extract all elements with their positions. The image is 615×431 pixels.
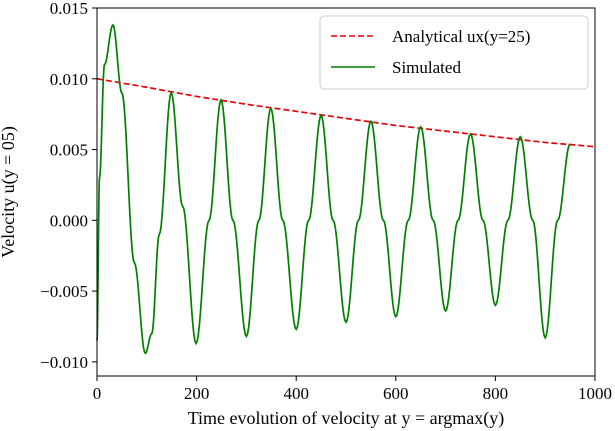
x-tick-label: 0 bbox=[93, 384, 102, 403]
legend-box bbox=[319, 15, 589, 90]
series-analytical-line bbox=[96, 77, 596, 148]
x-axis-label: Time evolution of velocity at y = argmax… bbox=[188, 408, 505, 429]
y-tick-label: 0.015 bbox=[50, 0, 88, 18]
axes-frame bbox=[96, 7, 596, 377]
y-tick-label: −0.005 bbox=[40, 282, 88, 301]
y-tick-label: −0.010 bbox=[40, 353, 88, 372]
legend-analytical-label: Analytical ux(y=25) bbox=[392, 27, 530, 46]
y-tick-label: 0.005 bbox=[50, 141, 88, 160]
x-tick-label: 600 bbox=[383, 384, 409, 403]
plot-area bbox=[96, 23, 596, 355]
legend: Analytical ux(y=25) Simulated bbox=[319, 15, 589, 90]
y-axis-label: Velocity u(y = 05) bbox=[0, 126, 19, 258]
x-tick-label: 800 bbox=[483, 384, 509, 403]
series-simulated-line bbox=[96, 23, 571, 355]
x-tick-label: 400 bbox=[283, 384, 309, 403]
x-axis-ticks: 0 200 400 600 800 1000 bbox=[93, 376, 612, 403]
y-tick-label: 0.000 bbox=[50, 211, 88, 230]
legend-simulated-label: Simulated bbox=[392, 58, 461, 77]
x-tick-label: 200 bbox=[184, 384, 210, 403]
x-tick-label: 1000 bbox=[578, 384, 612, 403]
y-axis-ticks: −0.010 −0.005 0.000 0.005 0.010 0.015 bbox=[40, 0, 97, 372]
y-tick-label: 0.010 bbox=[50, 70, 88, 89]
